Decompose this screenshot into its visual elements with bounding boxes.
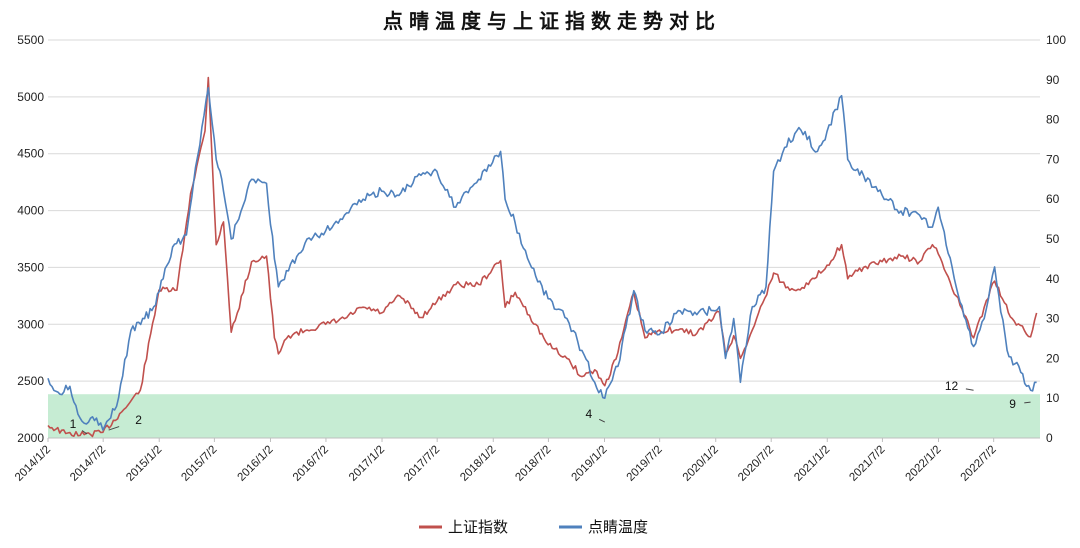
- left-tick-label: 5000: [17, 90, 44, 104]
- x-tick-label: 2017/1/2: [347, 444, 387, 484]
- right-tick-label: 30: [1046, 312, 1060, 326]
- series-lines: [47, 76, 1038, 438]
- right-tick-label: 40: [1046, 272, 1060, 286]
- x-tick-label: 2015/1/2: [124, 444, 164, 484]
- right-tick-label: 10: [1046, 391, 1060, 405]
- annotation-label: 2: [135, 413, 142, 427]
- annotation-label: 1: [70, 417, 77, 431]
- gridlines: [48, 39, 1040, 439]
- right-tick-label: 70: [1046, 152, 1060, 166]
- right-tick-label: 20: [1046, 351, 1060, 365]
- right-y-axis: 0 10 20 30 40 50 60 70 80 90 100: [1046, 33, 1066, 445]
- left-tick-label: 2500: [17, 374, 44, 388]
- left-tick-label: 3000: [17, 317, 44, 331]
- annotation-leader: [81, 430, 88, 435]
- right-tick-label: 100: [1046, 33, 1066, 47]
- x-tick-label: 2020/7/2: [736, 444, 776, 484]
- chart-title: 点晴温度与上证指数走势对比: [383, 9, 721, 33]
- x-tick-label: 2014/7/2: [68, 444, 108, 484]
- x-tick-label: 2019/1/2: [569, 444, 609, 484]
- annotation-leader: [598, 418, 606, 423]
- legend-label-temperature: 点睛温度: [588, 518, 648, 536]
- right-tick-label: 50: [1046, 232, 1060, 246]
- x-axis: 2014/1/2 2014/7/2 2015/1/2 2015/7/2 2016/1/2…: [13, 437, 1040, 484]
- right-tick-label: 80: [1046, 113, 1060, 127]
- annotation-label: 4: [585, 407, 592, 421]
- right-tick-label: 60: [1046, 192, 1060, 206]
- x-tick-label: 2016/7/2: [291, 444, 331, 484]
- x-tick-label: 2022/7/2: [959, 444, 999, 484]
- highlight-band-rect: [48, 394, 1040, 438]
- annotation-leader: [965, 388, 974, 391]
- x-tick-label: 2020/1/2: [681, 444, 721, 484]
- x-tick-label: 2022/1/2: [903, 444, 943, 484]
- left-tick-label: 4500: [17, 147, 44, 161]
- left-y-axis: 2000 2500 3000 3500 4000 4500 5000 5500: [17, 33, 44, 445]
- annotation-leader: [1024, 401, 1031, 404]
- x-tick-label: 2014/1/2: [13, 444, 53, 484]
- right-tick-label: 90: [1046, 73, 1060, 87]
- annotation-label: 9: [1009, 397, 1016, 411]
- left-tick-label: 3500: [17, 260, 44, 274]
- x-tick-label: 2017/7/2: [402, 444, 442, 484]
- x-tick-label: 2018/1/2: [458, 444, 498, 484]
- legend-label-index: 上证指数: [448, 518, 508, 536]
- left-tick-label: 5500: [17, 33, 44, 47]
- highlight-band: [48, 394, 1040, 438]
- x-tick-label: 2016/1/2: [235, 444, 275, 484]
- series-temperature-line: [47, 87, 1037, 431]
- x-tick-label: 2015/7/2: [179, 444, 219, 484]
- left-tick-label: 4000: [17, 204, 44, 218]
- x-tick-label: 2021/7/2: [847, 444, 887, 484]
- x-tick-label: 2019/7/2: [625, 444, 665, 484]
- series-index-line: [47, 76, 1038, 438]
- annotation-label: 12: [945, 379, 959, 393]
- right-tick-label: 0: [1046, 431, 1053, 445]
- x-tick-label: 2018/7/2: [513, 444, 553, 484]
- left-tick-label: 2000: [17, 431, 44, 445]
- legend: 上证指数 点睛温度: [419, 518, 648, 536]
- x-tick-label: 2021/1/2: [792, 444, 832, 484]
- annotation-leader: [108, 426, 120, 431]
